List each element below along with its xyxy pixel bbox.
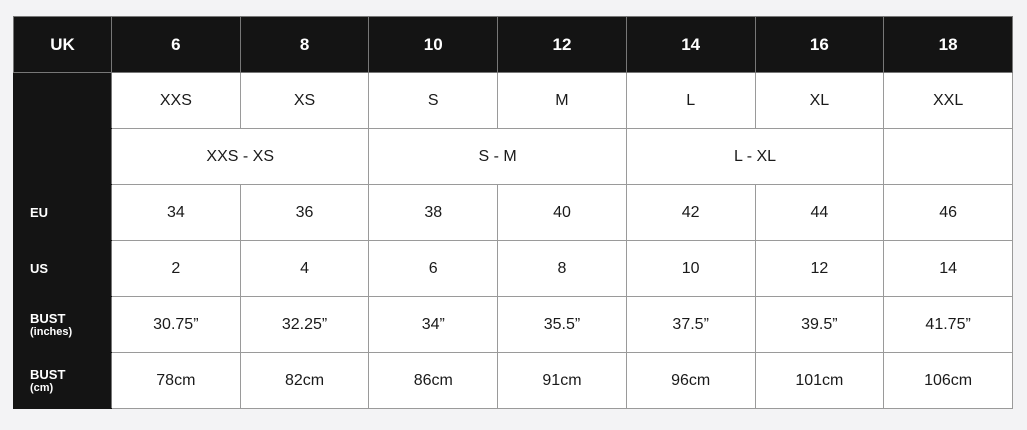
size-cell: 44 bbox=[754, 184, 885, 241]
size-cell: 96cm bbox=[625, 352, 756, 409]
size-cell: 91cm bbox=[497, 352, 627, 409]
size-cell: XXS bbox=[111, 72, 241, 129]
size-cell: 6 bbox=[368, 240, 499, 297]
size-cell: XS bbox=[239, 72, 370, 129]
size-cell: 10 bbox=[625, 240, 756, 297]
label-sub: (inches) bbox=[30, 325, 73, 338]
size-cell: L bbox=[625, 72, 756, 129]
size-row: EU 34 36 38 40 42 44 46 bbox=[13, 184, 1013, 241]
size-cell: 82cm bbox=[239, 352, 370, 409]
size-cell: XL bbox=[754, 72, 885, 129]
size-header: 10 bbox=[368, 16, 499, 73]
size-cell: XXS - XS bbox=[110, 128, 370, 185]
size-cell: 38 bbox=[368, 184, 499, 241]
empty-cell bbox=[883, 128, 1013, 185]
label-main: BUST bbox=[30, 366, 66, 382]
size-row: US 2 4 6 8 10 12 14 bbox=[13, 240, 1013, 297]
row-label bbox=[13, 128, 112, 185]
size-cell: 101cm bbox=[754, 352, 885, 409]
size-cell: XXL bbox=[883, 72, 1013, 129]
label-sub: (cm) bbox=[30, 381, 54, 394]
size-cell: 4 bbox=[239, 240, 370, 297]
size-cell: 34” bbox=[368, 296, 499, 353]
label-main: EU bbox=[30, 204, 49, 220]
size-row: XXS XS S M L XL XXL bbox=[13, 72, 1013, 129]
size-cell: 41.75” bbox=[883, 296, 1013, 353]
row-label: BUST (cm) bbox=[13, 352, 112, 409]
size-header: 8 bbox=[239, 16, 370, 73]
size-cell: 37.5” bbox=[625, 296, 756, 353]
label-main: BUST bbox=[30, 310, 66, 326]
size-cell: 14 bbox=[883, 240, 1013, 297]
size-header: 18 bbox=[883, 16, 1013, 73]
row-label: UK bbox=[13, 16, 112, 73]
size-header: 16 bbox=[754, 16, 885, 73]
size-cell: 30.75” bbox=[111, 296, 241, 353]
size-cell: 78cm bbox=[111, 352, 241, 409]
size-header: 14 bbox=[625, 16, 756, 73]
size-cell: 8 bbox=[497, 240, 627, 297]
size-cell: S bbox=[368, 72, 499, 129]
size-table: UK 6 8 10 12 14 16 18 XXS XS S M L XL XXL XXS - XS S - M… bbox=[13, 16, 1013, 409]
size-cell: M bbox=[497, 72, 627, 129]
size-cell: 39.5” bbox=[754, 296, 885, 353]
size-cell: S - M bbox=[368, 128, 627, 185]
row-label bbox=[13, 72, 112, 129]
size-cell: 34 bbox=[111, 184, 241, 241]
size-header: 6 bbox=[111, 16, 241, 73]
label-main: US bbox=[30, 260, 49, 276]
size-cell: 35.5” bbox=[497, 296, 627, 353]
size-cell: 12 bbox=[754, 240, 885, 297]
header-row: UK 6 8 10 12 14 16 18 bbox=[13, 16, 1013, 73]
size-cell: 2 bbox=[111, 240, 241, 297]
size-cell: 42 bbox=[625, 184, 756, 241]
row-label: EU bbox=[13, 184, 112, 241]
size-cell: 46 bbox=[883, 184, 1013, 241]
row-label: US bbox=[13, 240, 112, 297]
size-cell: 32.25” bbox=[239, 296, 370, 353]
size-cell: 40 bbox=[497, 184, 627, 241]
size-header: 12 bbox=[497, 16, 627, 73]
size-cell: 86cm bbox=[368, 352, 499, 409]
row-label: BUST (inches) bbox=[13, 296, 112, 353]
size-row: BUST (cm) 78cm 82cm 86cm 91cm 96cm 101cm 106cm bbox=[13, 352, 1013, 409]
size-cell: L - XL bbox=[625, 128, 885, 185]
size-row: BUST (inches) 30.75” 32.25” 34” 35.5” 37.5” 39.… bbox=[13, 296, 1013, 353]
size-cell: 106cm bbox=[883, 352, 1013, 409]
size-cell: 36 bbox=[239, 184, 370, 241]
